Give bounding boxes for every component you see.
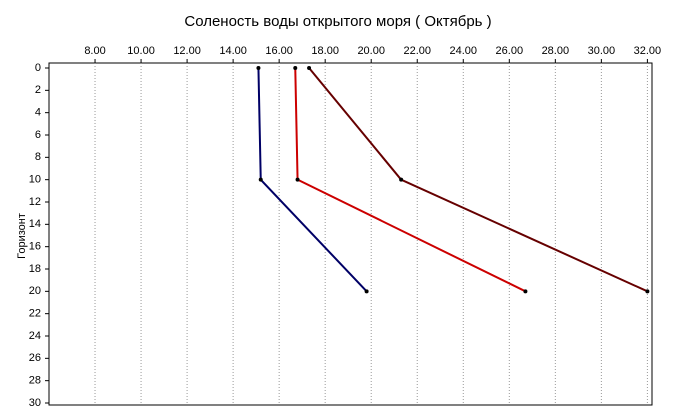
y-tick-label: 8 (35, 151, 41, 163)
plot-frame (48, 62, 653, 406)
y-tick-label: 0 (35, 62, 41, 74)
x-tick-label: 22.00 (403, 45, 431, 57)
x-tick-label: 28.00 (542, 45, 570, 57)
data-point (399, 177, 404, 182)
y-axis-label: Горизонт (16, 213, 28, 259)
data-point (256, 66, 261, 70)
y-tick-label: 28 (29, 375, 41, 387)
y-tick-label: 16 (29, 241, 41, 253)
x-tick-label: 26.00 (496, 45, 524, 57)
y-tick-label: 2 (35, 84, 41, 96)
y-tick-label: 10 (29, 174, 41, 186)
y-tick-label: 18 (29, 263, 41, 275)
data-point (258, 177, 263, 182)
x-tick-label: 20.00 (357, 45, 385, 57)
series-line (257, 67, 368, 293)
data-point (293, 66, 298, 70)
x-tick-label: 18.00 (311, 45, 339, 57)
data-point (295, 177, 300, 182)
data-point (645, 289, 650, 294)
y-tick-label: 14 (29, 218, 41, 230)
x-tick-label: 32.00 (634, 45, 662, 57)
series-line (294, 67, 526, 293)
y-tick-label: 30 (29, 397, 41, 409)
y-tick-label: 26 (29, 352, 41, 364)
data-point (523, 289, 528, 294)
x-tick-label: 24.00 (450, 45, 478, 57)
y-tick-label: 24 (29, 330, 41, 342)
x-tick-label: 14.00 (219, 45, 247, 57)
series-line (308, 67, 648, 293)
data-point (364, 289, 369, 294)
y-tick-label: 12 (29, 196, 41, 208)
x-tick-label: 8.00 (84, 45, 105, 57)
y-tick-label: 4 (35, 107, 41, 119)
y-tick-label: 6 (35, 129, 41, 141)
data-point (307, 66, 312, 70)
x-tick-label: 30.00 (588, 45, 616, 57)
x-tick-label: 12.00 (173, 45, 201, 57)
y-tick-label: 22 (29, 308, 41, 320)
y-tick-label: 20 (29, 285, 41, 297)
x-tick-label: 10.00 (127, 45, 155, 57)
chart-title: Соленость воды открытого моря ( Октябрь … (184, 13, 491, 30)
x-tick-label: 16.00 (265, 45, 293, 57)
